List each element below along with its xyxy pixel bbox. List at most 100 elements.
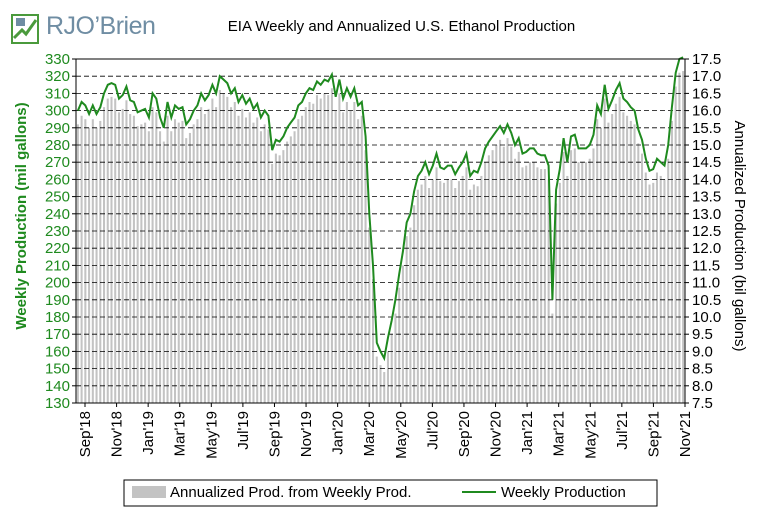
- bar: [652, 182, 655, 403]
- left-axis: 1301401501601701801902002102202302402502…: [45, 51, 76, 412]
- bar: [99, 120, 102, 404]
- bar: [76, 124, 79, 404]
- bar: [136, 126, 139, 403]
- right-tick-label: 12.0: [692, 240, 721, 257]
- bar: [517, 151, 520, 403]
- right-tick-label: 17.0: [692, 68, 721, 85]
- bar: [256, 117, 259, 403]
- x-tick-label: Nov'18: [109, 411, 126, 457]
- bar: [375, 356, 378, 403]
- bar: [315, 95, 319, 404]
- bar: [491, 150, 494, 403]
- right-tick-label: 13.0: [692, 206, 721, 223]
- bar: [132, 115, 135, 403]
- right-tick-label: 7.5: [692, 395, 713, 412]
- bar: [327, 95, 330, 404]
- x-tick-label: Mar'19: [172, 411, 189, 456]
- bar: [626, 115, 629, 403]
- bar: [506, 138, 509, 403]
- bar: [510, 146, 513, 403]
- bar: [282, 150, 285, 403]
- left-tick-label: 300: [45, 103, 70, 120]
- bar: [596, 119, 599, 403]
- bar: [155, 112, 158, 403]
- bar: [409, 227, 412, 403]
- chart-title: EIA Weekly and Annualized U.S. Ethanol P…: [227, 18, 576, 35]
- bar: [513, 158, 517, 403]
- bar: [252, 122, 255, 403]
- x-tick-label: Jan'19: [140, 411, 157, 455]
- bar: [360, 115, 363, 403]
- x-tick-label: Jul'19: [235, 411, 252, 450]
- bar: [271, 163, 274, 403]
- x-tick-label: Sep'19: [266, 411, 283, 457]
- bar: [618, 96, 621, 403]
- left-tick-label: 220: [45, 240, 70, 257]
- bar: [525, 165, 528, 403]
- bar: [349, 110, 352, 403]
- bar: [226, 96, 229, 403]
- bar: [286, 141, 289, 403]
- bar: [368, 227, 371, 403]
- legend-box: [123, 479, 658, 507]
- legend-swatch-bar: [132, 486, 166, 498]
- right-tick-label: 15.5: [692, 120, 721, 137]
- x-axis: Sep'18 Nov'18 Jan'19 Mar'19 May'19 Jul'19 Sep'…: [77, 403, 694, 459]
- legend-label-weekly: Weekly Production: [501, 484, 626, 501]
- left-tick-label: 130: [45, 395, 70, 412]
- bar: [637, 143, 640, 403]
- bar: [465, 167, 468, 403]
- bar: [469, 189, 472, 403]
- x-tick-label: Sep'18: [77, 411, 94, 457]
- bar: [480, 175, 483, 403]
- bar: [551, 313, 554, 403]
- right-tick-label: 10.5: [692, 292, 721, 309]
- bar: [573, 148, 576, 403]
- right-tick-label: 11.0: [692, 275, 720, 292]
- bar: [106, 98, 109, 403]
- x-tick-label: Nov'19: [298, 411, 315, 457]
- bar: [547, 179, 550, 403]
- bar: [308, 102, 311, 403]
- right-tick-label: 8.5: [692, 361, 713, 378]
- left-tick-label: 190: [45, 292, 70, 309]
- bar: [472, 184, 475, 403]
- bar: [461, 175, 464, 403]
- weekly-production-line: [76, 56, 684, 362]
- bar: [633, 124, 636, 404]
- y-axis-label-right: Annualized Production (bil gallons): [731, 121, 748, 352]
- bar: [670, 120, 673, 404]
- left-tick-label: 160: [45, 343, 70, 360]
- bar: [682, 71, 685, 403]
- left-tick-label: 140: [45, 378, 70, 395]
- right-tick-label: 16.5: [692, 85, 721, 102]
- gridlines: [76, 75, 685, 387]
- x-tick-label: Mar'21: [551, 411, 568, 456]
- bar: [140, 124, 143, 404]
- bar: [278, 155, 281, 403]
- bar: [655, 172, 659, 403]
- bar: [629, 120, 632, 404]
- bar: [413, 205, 416, 403]
- bar: [211, 98, 214, 403]
- bar: [446, 179, 449, 403]
- bar: [611, 114, 614, 403]
- bar: [678, 72, 681, 403]
- left-tick-label: 310: [45, 85, 70, 102]
- bar: [398, 287, 401, 403]
- bar: [487, 155, 490, 403]
- bar: [84, 119, 87, 403]
- bar: [263, 124, 266, 404]
- bar: [379, 365, 382, 403]
- left-tick-label: 250: [45, 189, 70, 206]
- bar: [592, 148, 595, 403]
- bar: [435, 167, 438, 403]
- bar: [357, 119, 360, 403]
- bar: [570, 150, 573, 403]
- rjobrien-logo: RJO’Brien: [10, 10, 160, 48]
- bar: [293, 131, 296, 404]
- x-tick-label: Jul'20: [424, 411, 441, 450]
- bar: [528, 162, 531, 403]
- bar: [428, 188, 431, 403]
